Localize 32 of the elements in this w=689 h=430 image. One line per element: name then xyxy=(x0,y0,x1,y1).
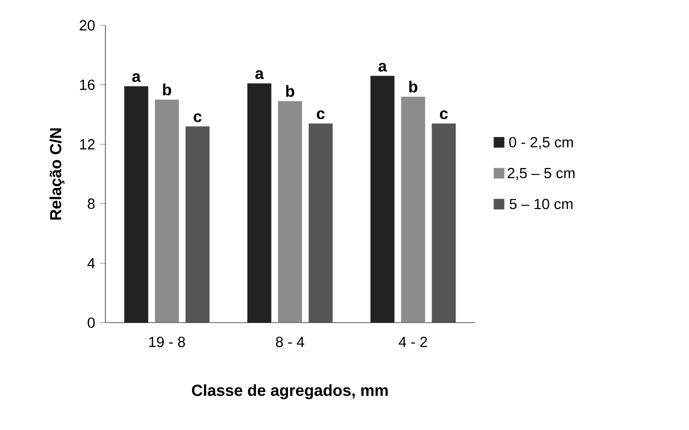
data-label: b xyxy=(409,80,418,92)
bar xyxy=(154,100,179,323)
y-tick-label: 20 xyxy=(80,20,95,31)
bar xyxy=(247,83,272,323)
bar xyxy=(432,123,456,323)
x-axis-title: Classe de agregados, mm xyxy=(192,384,388,400)
y-tick-label: 8 xyxy=(88,198,95,209)
y-tick-label: 0 xyxy=(88,317,95,328)
bar xyxy=(401,96,426,323)
bar xyxy=(370,76,394,323)
data-label: a xyxy=(378,62,387,72)
legend-label: 5 – 10 cm xyxy=(510,198,572,210)
y-axis-title: Relação C/N xyxy=(50,128,64,220)
data-label: c xyxy=(316,110,325,120)
legend-label: 0 - 2,5 cm xyxy=(509,136,573,150)
legend-label: 2,5 – 5 cm xyxy=(508,168,574,180)
data-label: c xyxy=(194,113,202,122)
x-tick-label: 4 - 2 xyxy=(398,336,428,347)
data-label: a xyxy=(255,70,264,80)
data-label: c xyxy=(440,110,448,120)
y-tick-label: 12 xyxy=(80,139,95,150)
x-tick-label: 8 - 4 xyxy=(276,336,304,348)
bar xyxy=(278,101,302,323)
y-tick-label: 4 xyxy=(87,258,95,268)
data-label: b xyxy=(286,85,294,97)
data-label: b xyxy=(163,84,172,96)
y-tick-label: 16 xyxy=(80,80,95,90)
bar xyxy=(124,86,148,323)
data-label: a xyxy=(132,73,141,82)
x-tick-label: 19 - 8 xyxy=(149,336,185,348)
bar xyxy=(308,123,333,323)
bar xyxy=(186,126,210,323)
